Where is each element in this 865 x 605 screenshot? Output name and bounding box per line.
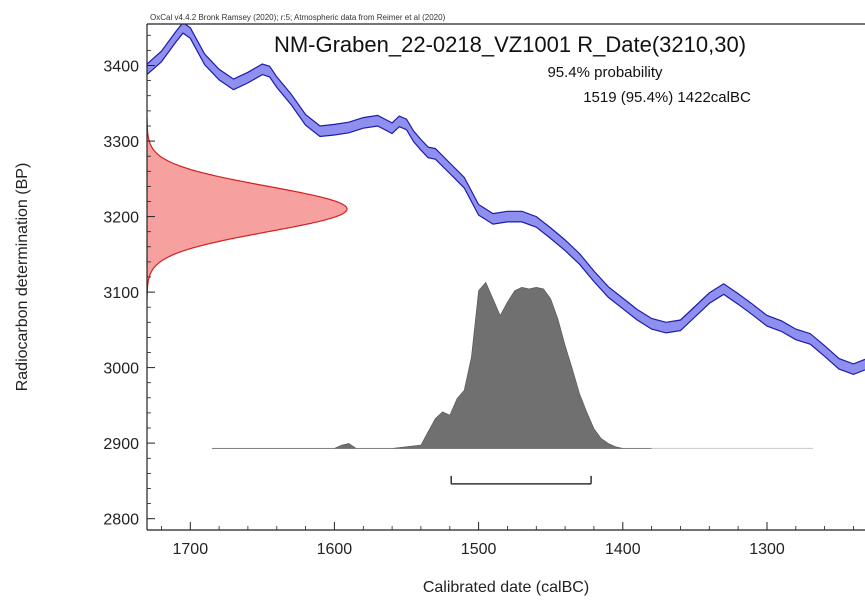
y-axis-title: Radiocarbon determination (BP): [14, 163, 31, 392]
measurement-distribution-edge: [147, 118, 348, 300]
x-tick-label: 1400: [605, 541, 641, 558]
y-tick-label: 3400: [103, 59, 139, 76]
axes: 2800 2900 3000 3100 3200 3300 3400 1700 1600 1500…: [103, 23, 865, 558]
software-credit: OxCal v4.4.2 Bronk Ramsey (2020); r:5; A…: [150, 13, 446, 22]
calibration-curve-lower-edge: [147, 32, 865, 376]
y-tick-label: 2900: [103, 436, 139, 453]
plot-area: [147, 24, 865, 485]
probability-label: 95.4% probability: [547, 64, 663, 81]
y-tick-label: 3300: [103, 134, 139, 151]
calibration-curve-upper-edge: [147, 24, 865, 365]
x-tick-label: 1700: [173, 541, 209, 558]
y-tick-label: 3200: [103, 210, 139, 227]
y-tick-label: 3000: [103, 361, 139, 378]
posterior-distribution: [211, 281, 652, 449]
y-tick-label: 3100: [103, 285, 139, 302]
measurement-distribution: [147, 118, 347, 300]
x-axis-title: Calibrated date (calBC): [423, 579, 589, 596]
x-tick-label: 1300: [749, 541, 785, 558]
y-tick-label: 2800: [103, 512, 139, 529]
x-tick-label: 1600: [317, 541, 353, 558]
chart-title: NM-Graben_22-0218_VZ1001 R_Date(3210,30): [274, 32, 746, 57]
x-tick-label: 1500: [461, 541, 497, 558]
range-label: 1519 (95.4%) 1422calBC: [583, 89, 751, 106]
